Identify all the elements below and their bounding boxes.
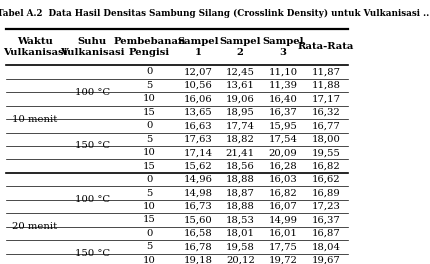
Text: Sampel
2: Sampel 2	[220, 37, 261, 56]
Text: 12,45: 12,45	[226, 68, 255, 77]
Text: 16,40: 16,40	[268, 95, 297, 103]
Text: 11,39: 11,39	[268, 81, 298, 90]
Text: 18,82: 18,82	[226, 135, 255, 144]
Text: 15: 15	[143, 162, 156, 171]
Text: 18,95: 18,95	[226, 108, 255, 117]
Text: 15: 15	[143, 215, 156, 224]
Text: 0: 0	[146, 175, 153, 184]
Text: 5: 5	[146, 188, 153, 197]
Text: 18,01: 18,01	[226, 229, 255, 238]
Text: 17,23: 17,23	[312, 202, 341, 211]
Text: 16,89: 16,89	[312, 188, 341, 197]
Text: 5: 5	[146, 242, 153, 251]
Text: Waktu
Vulkanisasi: Waktu Vulkanisasi	[3, 37, 67, 56]
Text: 100 °C: 100 °C	[75, 195, 110, 204]
Text: Pembebanan
Pengisi: Pembebanan Pengisi	[113, 37, 185, 56]
Text: 14,98: 14,98	[184, 188, 213, 197]
Text: 18,04: 18,04	[312, 242, 341, 251]
Text: 20,09: 20,09	[268, 148, 297, 157]
Text: 16,03: 16,03	[268, 175, 297, 184]
Text: 15,62: 15,62	[184, 162, 212, 171]
Text: 15: 15	[143, 108, 156, 117]
Text: 18,88: 18,88	[226, 202, 255, 211]
Text: 10 menit: 10 menit	[12, 115, 58, 124]
Text: 11,88: 11,88	[312, 81, 341, 90]
Text: 19,06: 19,06	[226, 95, 255, 103]
Text: 16,28: 16,28	[268, 162, 297, 171]
Text: 16,37: 16,37	[312, 215, 341, 224]
Text: 18,00: 18,00	[312, 135, 341, 144]
Text: 15,95: 15,95	[268, 121, 297, 130]
Text: 17,54: 17,54	[268, 135, 298, 144]
Text: 17,74: 17,74	[226, 121, 255, 130]
Text: 20,12: 20,12	[226, 256, 255, 264]
Text: 5: 5	[146, 135, 153, 144]
Text: 16,78: 16,78	[184, 242, 212, 251]
Text: 16,06: 16,06	[184, 95, 212, 103]
Text: 16,63: 16,63	[184, 121, 212, 130]
Text: 16,37: 16,37	[268, 108, 297, 117]
Text: Sampel
3: Sampel 3	[262, 37, 304, 56]
Text: Rata-Rata: Rata-Rata	[298, 43, 354, 51]
Text: 11,87: 11,87	[312, 68, 341, 77]
Text: 5: 5	[146, 81, 153, 90]
Text: 100 °C: 100 °C	[75, 88, 110, 97]
Text: 13,61: 13,61	[226, 81, 255, 90]
Text: 16,01: 16,01	[268, 229, 297, 238]
Text: 18,88: 18,88	[226, 175, 255, 184]
Text: 19,18: 19,18	[184, 256, 213, 264]
Text: 16,82: 16,82	[268, 188, 297, 197]
Text: 19,72: 19,72	[268, 256, 297, 264]
Text: 12,07: 12,07	[184, 68, 212, 77]
Text: 16,07: 16,07	[268, 202, 297, 211]
Text: 17,75: 17,75	[268, 242, 297, 251]
Text: 17,17: 17,17	[312, 95, 341, 103]
Text: 16,77: 16,77	[312, 121, 341, 130]
Text: 15,60: 15,60	[184, 215, 212, 224]
Text: 10: 10	[143, 148, 156, 157]
Text: 0: 0	[146, 229, 153, 238]
Text: 14,96: 14,96	[184, 175, 212, 184]
Text: 0: 0	[146, 121, 153, 130]
Text: 17,63: 17,63	[184, 135, 212, 144]
Text: 19,58: 19,58	[226, 242, 255, 251]
Text: 11,10: 11,10	[268, 68, 298, 77]
Text: 0: 0	[146, 68, 153, 77]
Text: 10,56: 10,56	[184, 81, 212, 90]
Text: 16,82: 16,82	[312, 162, 341, 171]
Text: 18,87: 18,87	[226, 188, 255, 197]
Text: 20 menit: 20 menit	[12, 222, 58, 231]
Text: 16,87: 16,87	[312, 229, 341, 238]
Text: 21,41: 21,41	[226, 148, 255, 157]
Text: 16,58: 16,58	[184, 229, 212, 238]
Text: 18,53: 18,53	[226, 215, 255, 224]
Text: 19,55: 19,55	[312, 148, 341, 157]
Text: 150 °C: 150 °C	[75, 142, 110, 150]
Text: 10: 10	[143, 202, 156, 211]
Text: 19,67: 19,67	[312, 256, 341, 264]
Text: 16,73: 16,73	[184, 202, 212, 211]
Text: Tabel A.2  Data Hasil Densitas Sambung Silang (Crosslink Density) untuk Vulkanis: Tabel A.2 Data Hasil Densitas Sambung Si…	[0, 9, 430, 18]
Text: 16,32: 16,32	[312, 108, 341, 117]
Text: 10: 10	[143, 95, 156, 103]
Text: 16,62: 16,62	[312, 175, 341, 184]
Text: 150 °C: 150 °C	[75, 249, 110, 258]
Text: 14,99: 14,99	[268, 215, 298, 224]
Text: 10: 10	[143, 256, 156, 264]
Text: 17,14: 17,14	[184, 148, 213, 157]
Text: 13,65: 13,65	[184, 108, 212, 117]
Text: Suhu
Vulkanisasi: Suhu Vulkanisasi	[60, 37, 125, 56]
Text: Sampel
1: Sampel 1	[178, 37, 219, 56]
Text: 18,56: 18,56	[226, 162, 255, 171]
